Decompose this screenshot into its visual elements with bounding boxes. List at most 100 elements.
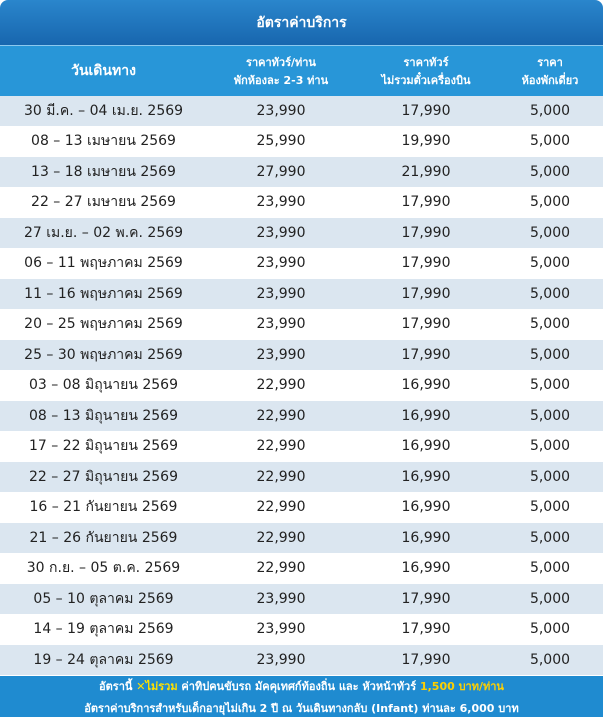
cell: 22,990: [256, 407, 306, 424]
table-row: 30 ก.ย. – 05 ต.ค. 2569 22,990 16,990 5,000: [0, 553, 603, 584]
cell: 5,000: [529, 102, 571, 119]
header-line: ห้องพักเดี่ยว: [521, 74, 579, 87]
table-row: 25 – 30 พฤษภาคม 2569 23,990 17,990 5,000: [0, 340, 603, 371]
cell: 22 – 27 มิถุนายน 2569: [29, 468, 178, 485]
cell: 23,990: [256, 224, 306, 241]
cell: 5,000: [529, 194, 571, 211]
cell: 30 ก.ย. – 05 ต.ค. 2569: [26, 560, 181, 577]
cell: 25,990: [256, 133, 306, 150]
table-row: 17 – 22 มิถุนายน 2569 22,990 16,990 5,000: [0, 431, 603, 462]
note-text: ไม่รวม: [145, 679, 178, 693]
cell: 23,990: [256, 651, 306, 668]
table-row: 08 – 13 มิถุนายน 2569 22,990 16,990 5,000: [0, 401, 603, 432]
cell: 16,990: [401, 529, 451, 546]
cell: 5,000: [529, 316, 571, 333]
cell: 22,990: [256, 529, 306, 546]
cell: 22 – 27 เมษายน 2569: [31, 194, 176, 211]
cell: 13 – 18 เมษายน 2569: [31, 163, 176, 180]
cell: 16,990: [401, 499, 451, 516]
note-text: อัตราค่าบริการสำหรับเด็กอายุไม่เกิน 2 ปี…: [84, 701, 519, 715]
table-body: 30 มี.ค. – 04 เม.ย. 2569 23,990 17,990 5,00…: [0, 96, 603, 676]
cell: 19 – 24 ตุลาคม 2569: [33, 651, 174, 668]
header-row: วันเดินทาง ราคาทัวร์/ท่าน พักห้องละ 2-3 ท่…: [0, 45, 603, 96]
cell: 16,990: [401, 438, 451, 455]
cell: 5,000: [529, 133, 571, 150]
cell: 03 – 08 มิถุนายน 2569: [29, 377, 178, 394]
header-cell: วันเดินทาง: [0, 46, 207, 96]
cell: 22,990: [256, 468, 306, 485]
cell: 5,000: [529, 560, 571, 577]
table-row: 16 – 21 กันยายน 2569 22,990 16,990 5,000: [0, 492, 603, 523]
cell: 17,990: [401, 621, 451, 638]
cell: 5,000: [529, 377, 571, 394]
header-cell: ราคาห้องพักเดี่ยว: [497, 46, 603, 96]
cell: 17,990: [401, 651, 451, 668]
cell: 08 – 13 มิถุนายน 2569: [29, 407, 178, 424]
table-row: 22 – 27 มิถุนายน 2569 22,990 16,990 5,000: [0, 462, 603, 493]
cell: 17,990: [401, 255, 451, 272]
cell: 5,000: [529, 407, 571, 424]
table-row: 27 เม.ย. – 02 พ.ค. 2569 23,990 17,990 5,000: [0, 218, 603, 249]
table-row: 05 – 10 ตุลาคม 2569 23,990 17,990 5,000: [0, 584, 603, 615]
cell: 16,990: [401, 407, 451, 424]
table-title: อัตราค่าบริการ: [0, 0, 603, 45]
cell: 27 เม.ย. – 02 พ.ค. 2569: [23, 224, 184, 241]
cell: 05 – 10 ตุลาคม 2569: [33, 590, 174, 607]
cell: 17,990: [401, 346, 451, 363]
table-row: 22 – 27 เมษายน 2569 23,990 17,990 5,000: [0, 187, 603, 218]
cell: 17 – 22 มิถุนายน 2569: [29, 438, 178, 455]
cell: 16,990: [401, 468, 451, 485]
cell: 17,990: [401, 590, 451, 607]
header-line: ราคาทัวร์: [403, 56, 449, 69]
header-line: ราคาทัวร์/ท่าน: [246, 56, 316, 69]
header-cell: ราคาทัวร์/ท่านพักห้องละ 2-3 ท่าน: [207, 46, 355, 96]
cell: 27,990: [256, 163, 306, 180]
note-text: อัตรานี้: [99, 679, 133, 693]
cell: 23,990: [256, 346, 306, 363]
cell: 22,990: [256, 438, 306, 455]
cell: 22,990: [256, 560, 306, 577]
cell: 23,990: [256, 102, 306, 119]
table-row: 14 – 19 ตุลาคม 2569 23,990 17,990 5,000: [0, 614, 603, 645]
table-row: 06 – 11 พฤษภาคม 2569 23,990 17,990 5,000: [0, 248, 603, 279]
table-row: 20 – 25 พฤษภาคม 2569 23,990 17,990 5,000: [0, 309, 603, 340]
cell: 16,990: [401, 560, 451, 577]
table-row: 21 – 26 กันยายน 2569 22,990 16,990 5,000: [0, 523, 603, 554]
cell: 20 – 25 พฤษภาคม 2569: [24, 316, 183, 333]
header-cell: ราคาทัวร์ ไม่รวมตั๋วเครื่องบิน: [355, 46, 497, 96]
table-row: 03 – 08 มิถุนายน 2569 22,990 16,990 5,000: [0, 370, 603, 401]
table-row: 11 – 16 พฤษภาคม 2569 23,990 17,990 5,000: [0, 279, 603, 310]
note-line: อัตรานี้ ✕ไม่รวม ค่าทิปคนขับรถ มัคคุเทศก…: [99, 677, 504, 695]
cell: 16,990: [401, 377, 451, 394]
cell: 17,990: [401, 285, 451, 302]
cell: 5,000: [529, 438, 571, 455]
table-row: 19 – 24 ตุลาคม 2569 23,990 17,990 5,000: [0, 645, 603, 676]
cell: 23,990: [256, 255, 306, 272]
cell: 16 – 21 กันยายน 2569: [29, 499, 178, 516]
table-row: 13 – 18 เมษายน 2569 27,990 21,990 5,000: [0, 157, 603, 188]
cell: 23,990: [256, 316, 306, 333]
cell: 5,000: [529, 499, 571, 516]
table-row: 30 มี.ค. – 04 เม.ย. 2569 23,990 17,990 5,00…: [0, 96, 603, 127]
cell: 5,000: [529, 651, 571, 668]
cell: 23,990: [256, 194, 306, 211]
note-line: อัตราค่าบริการสำหรับเด็กอายุไม่เกิน 2 ปี…: [84, 699, 518, 717]
header-line: พักห้องละ 2-3 ท่าน: [233, 74, 329, 87]
cell: 5,000: [529, 255, 571, 272]
cell: 21,990: [401, 163, 451, 180]
notes: อัตรานี้ ✕ไม่รวม ค่าทิปคนขับรถ มัคคุเทศก…: [0, 675, 603, 717]
header-line: ราคา: [537, 56, 563, 69]
cell: 17,990: [401, 102, 451, 119]
cell: 22,990: [256, 499, 306, 516]
cell: 21 – 26 กันยายน 2569: [29, 529, 178, 546]
cell: 14 – 19 ตุลาคม 2569: [33, 621, 174, 638]
table-row: 08 – 13 เมษายน 2569 25,990 19,990 5,000: [0, 126, 603, 157]
cell: 06 – 11 พฤษภาคม 2569: [24, 255, 183, 272]
cell: 11 – 16 พฤษภาคม 2569: [24, 285, 183, 302]
cell: 5,000: [529, 346, 571, 363]
cell: 22,990: [256, 377, 306, 394]
cell: 08 – 13 เมษายน 2569: [31, 133, 176, 150]
cell: 5,000: [529, 529, 571, 546]
